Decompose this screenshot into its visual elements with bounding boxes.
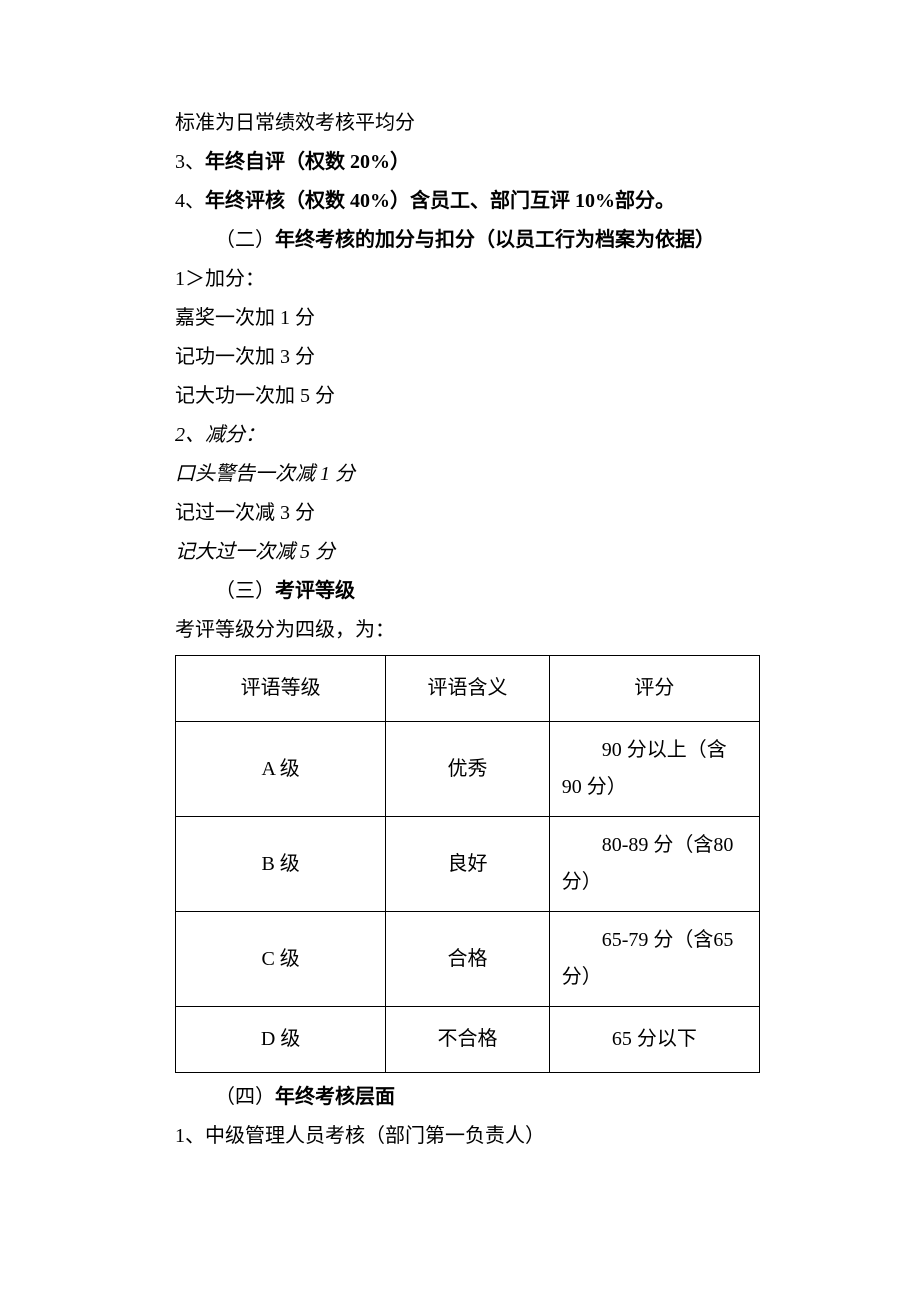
paragraph-add-points: 1＞加分： — [175, 261, 760, 298]
table-row: A 级 优秀 90 分以上（含 90 分） — [176, 722, 760, 817]
table-row: C 级 合格 65-79 分（含65 分） — [176, 912, 760, 1007]
item-3-bold: 年终自评（权数 20%） — [205, 151, 410, 173]
item-3-prefix: 3、 — [175, 151, 205, 173]
table-row: B 级 良好 80-89 分（含80 分） — [176, 817, 760, 912]
paragraph-item-4: 4、年终评核（权数 40%）含员工、部门互评 10%部分。 — [175, 183, 760, 220]
section-4-prefix: （四） — [215, 1086, 275, 1108]
table-cell-grade: A 级 — [176, 722, 386, 817]
table-header-grade: 评语等级 — [176, 656, 386, 722]
paragraph-award-3: 记功一次加 3 分 — [175, 339, 760, 376]
table-header-meaning: 评语含义 — [386, 656, 550, 722]
table-cell-score: 65 分以下 — [549, 1007, 759, 1073]
item-4-prefix: 4、 — [175, 190, 205, 212]
table-header-score: 评分 — [549, 656, 759, 722]
table-cell-score: 90 分以上（含 90 分） — [549, 722, 759, 817]
table-cell-grade: D 级 — [176, 1007, 386, 1073]
table-cell-meaning: 合格 — [386, 912, 550, 1007]
table-header-row: 评语等级 评语含义 评分 — [176, 656, 760, 722]
paragraph-award-5: 记大功一次加 5 分 — [175, 378, 760, 415]
section-3-prefix: （三） — [215, 580, 275, 602]
table-cell-grade: C 级 — [176, 912, 386, 1007]
table-cell-meaning: 良好 — [386, 817, 550, 912]
section-2-prefix: （二） — [215, 229, 275, 251]
section-3-bold: 考评等级 — [275, 580, 355, 602]
table-cell-grade: B 级 — [176, 817, 386, 912]
section-4-bold: 年终考核层面 — [275, 1086, 395, 1108]
paragraph-grade-intro: 考评等级分为四级，为： — [175, 612, 760, 649]
section-2-heading: （二）年终考核的加分与扣分（以员工行为档案为依据） — [175, 222, 760, 259]
paragraph-mid-manager: 1、中级管理人员考核（部门第一负责人） — [175, 1118, 760, 1155]
paragraph-warning: 口头警告一次减 1 分 — [175, 456, 760, 493]
table-cell-score: 80-89 分（含80 分） — [549, 817, 759, 912]
grade-table: 评语等级 评语含义 评分 A 级 优秀 90 分以上（含 90 分） B 级 良… — [175, 655, 760, 1073]
section-4-heading: （四）年终考核层面 — [175, 1079, 760, 1116]
paragraph-demerit-5: 记大过一次减 5 分 — [175, 534, 760, 571]
table-cell-score: 65-79 分（含65 分） — [549, 912, 759, 1007]
table-cell-meaning: 优秀 — [386, 722, 550, 817]
section-3-heading: （三）考评等级 — [175, 573, 760, 610]
paragraph-item-3: 3、年终自评（权数 20%） — [175, 144, 760, 181]
table-row: D 级 不合格 65 分以下 — [176, 1007, 760, 1073]
table-cell-meaning: 不合格 — [386, 1007, 550, 1073]
paragraph-demerit-3: 记过一次减 3 分 — [175, 495, 760, 532]
paragraph-standard: 标准为日常绩效考核平均分 — [175, 105, 760, 142]
section-2-bold: 年终考核的加分与扣分（以员工行为档案为依据） — [275, 229, 715, 251]
paragraph-deduct-heading: 2、减分： — [175, 417, 760, 454]
item-4-bold: 年终评核（权数 40%）含员工、部门互评 10%部分。 — [205, 190, 675, 212]
paragraph-award-1: 嘉奖一次加 1 分 — [175, 300, 760, 337]
